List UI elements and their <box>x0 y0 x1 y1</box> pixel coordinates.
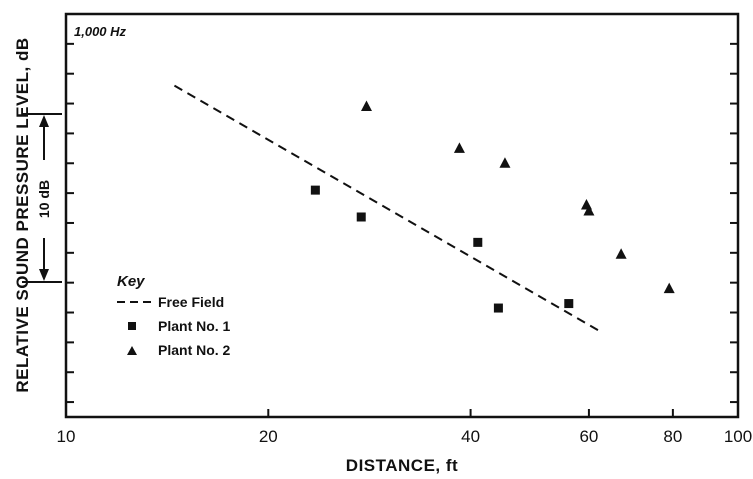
frequency-annotation: 1,000 Hz <box>74 24 127 39</box>
x-axis-title: DISTANCE, ft <box>346 456 458 475</box>
scale-bar-10db: 10 dB <box>22 113 62 283</box>
y-minor-ticks <box>66 42 738 404</box>
legend-label-plant-1: Plant No. 1 <box>158 318 231 334</box>
plant-1-point <box>356 212 366 222</box>
plant-2-point <box>453 142 465 153</box>
plant-2-point <box>663 282 675 294</box>
scale-bar-label: 10 dB <box>36 180 52 218</box>
x-tick-label: 40 <box>461 427 480 446</box>
legend-swatch-plant-2 <box>127 346 137 355</box>
legend-swatch-plant-1 <box>128 322 136 330</box>
plant-1-point <box>473 237 483 247</box>
x-axis-ticks: 10 20 40 60 80 100 <box>57 409 752 446</box>
legend-title: Key <box>117 273 145 290</box>
data-markers <box>310 100 675 313</box>
x-tick-label: 80 <box>663 427 682 446</box>
plant-2-point <box>583 205 595 216</box>
legend: Key Free Field Plant No. 1 Plant No. 2 <box>117 273 231 358</box>
x-tick-label: 100 <box>724 427 752 446</box>
plant-1-point <box>493 303 503 313</box>
plot-frame <box>64 12 740 419</box>
scale-bar-up-arrow <box>39 115 49 127</box>
x-tick-label: 20 <box>259 427 278 446</box>
scale-bar-down-arrow <box>39 269 49 281</box>
plant-1-point <box>310 185 320 195</box>
y-axis-title: RELATIVE SOUND PRESSURE LEVEL, dB <box>13 37 32 392</box>
legend-label-plant-2: Plant No. 2 <box>158 342 231 358</box>
plant-1-point <box>564 299 574 309</box>
legend-label-free-field: Free Field <box>158 294 224 310</box>
x-tick-label: 10 <box>57 427 76 446</box>
free-field-line <box>173 84 599 332</box>
plant-2-point <box>615 248 627 259</box>
x-tick-label: 60 <box>579 427 598 446</box>
plant-2-point <box>360 100 372 112</box>
plant-2-point <box>499 157 511 168</box>
